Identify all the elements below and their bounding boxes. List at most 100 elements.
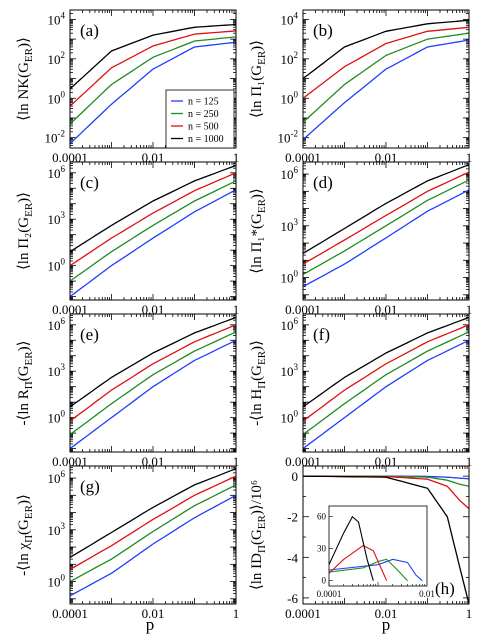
series-line-n125	[70, 189, 236, 298]
inset-y-tick-label: 30	[317, 544, 327, 554]
y-tick-label: 0	[292, 469, 299, 484]
x-tick-label: 0.01	[375, 454, 398, 469]
series-line-n125	[303, 189, 469, 288]
x-tick-label: 0.01	[142, 454, 165, 469]
y-tick-label: 106	[281, 316, 299, 333]
panel-g: 0.0001 0.01 1 100 103 106 (g) -⟨ln χΠ​(GER​)⟩	[16, 465, 240, 621]
y-tick-label: 10-2	[45, 129, 66, 146]
y-axis-label: -⟨ln χΠ​(GER​)⟩	[16, 494, 35, 576]
y-axis-label: ⟨ln Π₂(GER​)⟩	[16, 192, 35, 270]
series-line-n125	[70, 41, 236, 145]
series-line-n125	[303, 39, 469, 141]
y-axis-label: -⟨ln HΠ​(GER​)⟩	[249, 340, 268, 426]
plot-frame	[69, 465, 237, 605]
series-line-n500	[70, 475, 236, 571]
x-tick-label: 1	[233, 302, 240, 317]
panel-label: (h)	[435, 579, 455, 598]
y-tick-label: 104	[281, 10, 299, 27]
series-line-n1000	[70, 316, 236, 408]
y-tick-label: 102	[281, 50, 299, 67]
series-line-n125	[70, 494, 236, 597]
x-tick-label: 1	[466, 150, 473, 165]
series-line-n250	[70, 484, 236, 583]
plot-frame	[302, 313, 470, 453]
panel-label: (g)	[80, 477, 100, 496]
y-tick-label: 100	[281, 269, 299, 286]
y-tick-label: 100	[281, 409, 299, 426]
panel-d: 0.0001 0.01 1 100 103 106 (d) ⟨ln Π₁*(GER​)⟩	[249, 161, 473, 317]
legend-entry-label: n = 500	[188, 122, 219, 133]
y-tick-label: 103	[281, 217, 299, 234]
x-tick-label: 0.01	[142, 150, 165, 165]
y-axis-label: ⟨ln NK(GER​)⟩	[16, 37, 35, 121]
inset: 0.0001 0.01 0 30 60	[317, 505, 435, 599]
x-tick-label: 0.0001	[52, 150, 88, 165]
legend-entry-label: n = 1000	[188, 134, 224, 145]
panel-h: 0.0001 0.01 1 0 -2 -4 -6 (h) ⟨ln IDΠ​(GER​)⟩/10⁶…	[249, 465, 473, 621]
panel-e: 0.0001 0.01 1 100 103 106 (e) -⟨ln RΠ​(GER​)⟩	[16, 313, 240, 469]
x-tick-label: 0.0001	[285, 454, 321, 469]
x-tick-label: 0.0001	[285, 606, 321, 621]
x-tick-label: 0.0001	[52, 454, 88, 469]
series-line-n250	[70, 331, 236, 436]
panel-label: (e)	[80, 325, 99, 344]
series-line-n500	[303, 324, 469, 422]
series-line-n500	[303, 26, 469, 99]
y-tick-label: 106	[48, 469, 66, 486]
series-line-n250	[70, 180, 236, 282]
inset-x-tick-label: 0.0001	[317, 589, 342, 599]
panel-label: (f)	[313, 325, 330, 344]
series-line-n1000	[303, 164, 469, 254]
x-tick-label: 0.01	[375, 302, 398, 317]
series-line-n500	[70, 30, 236, 107]
y-axis-label: -⟨ln RΠ​(GER​)⟩	[16, 341, 35, 426]
y-tick-label: 10-2	[278, 129, 299, 146]
x-tick-label: 1	[466, 606, 473, 621]
inset-frame	[328, 505, 428, 587]
panel-label: (a)	[80, 21, 99, 40]
y-tick-label: 100	[48, 573, 66, 590]
inset-series-line	[329, 558, 408, 582]
plot-frame	[69, 9, 237, 149]
legend-entry-label: n = 250	[188, 109, 219, 120]
inset-y-tick-label: 60	[317, 512, 327, 522]
series-line-n250	[303, 32, 469, 123]
panel-c: 0.0001 0.01 1 100 103 106 (c) ⟨ln Π₂(GER​)⟩	[16, 161, 240, 317]
inset-x-tick-label: 0.01	[419, 589, 435, 599]
series-line-n500	[70, 172, 236, 267]
x-tick-label: 1	[233, 150, 240, 165]
plot-frame	[69, 313, 237, 453]
x-tick-label: 0.0001	[52, 302, 88, 317]
y-tick-label: 103	[281, 362, 299, 379]
x-tick-label: 1	[233, 606, 240, 621]
y-tick-label: 100	[281, 89, 299, 106]
y-tick-label: -4	[287, 550, 298, 565]
series-line-n250	[303, 179, 469, 276]
y-tick-label: 103	[48, 521, 66, 538]
series-line-n125	[70, 339, 236, 450]
y-tick-label: 102	[48, 50, 66, 67]
inset-y-tick-label: 0	[322, 576, 327, 586]
x-tick-label: 1	[233, 454, 240, 469]
series-line-n1000	[303, 19, 469, 80]
inset-series-line	[329, 544, 388, 581]
x-tick-label: 0.0001	[52, 606, 88, 621]
series-line-n125	[303, 339, 469, 450]
series-line-n1000	[70, 164, 236, 253]
xlabel-left: p	[146, 615, 155, 634]
y-tick-label: 100	[48, 409, 66, 426]
inset-series-line	[329, 515, 374, 581]
x-tick-label: 0.01	[142, 606, 165, 621]
legend-entry-label: n = 125	[188, 97, 219, 108]
x-tick-label: 1	[466, 302, 473, 317]
y-tick-label: 106	[48, 164, 66, 181]
y-tick-label: -2	[287, 510, 298, 525]
panel-b: 0.0001 0.01 1 10-2 100 102 104 (b) ⟨ln Π₁(GER​)⟩	[249, 9, 473, 165]
x-tick-label: 0.01	[375, 606, 398, 621]
series-line-n1000	[303, 475, 469, 604]
y-tick-label: 103	[48, 362, 66, 379]
plot-frame	[302, 9, 470, 149]
x-tick-label: 0.01	[375, 150, 398, 165]
